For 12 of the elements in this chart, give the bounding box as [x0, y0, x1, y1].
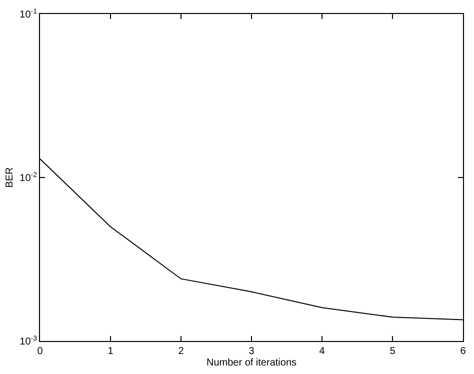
y-tick-label: 10$^{-3}$ [20, 335, 38, 348]
x-tick-label: 0 [37, 346, 44, 357]
y-tick-label: 10$^{-2}$ [20, 172, 38, 184]
x-axis-title: Number of iterations [206, 358, 297, 368]
x-tick-label: 2 [178, 346, 184, 357]
y-axis-title: BER [4, 167, 16, 188]
x-tick-label: 3 [248, 346, 255, 357]
x-tick-label: 6 [460, 346, 466, 357]
x-tick-label: 1 [108, 346, 114, 357]
y-tick-label: 10$^{-1}$ [20, 8, 38, 20]
x-tick-label: 5 [390, 346, 396, 357]
x-tick-label: 4 [319, 346, 326, 357]
